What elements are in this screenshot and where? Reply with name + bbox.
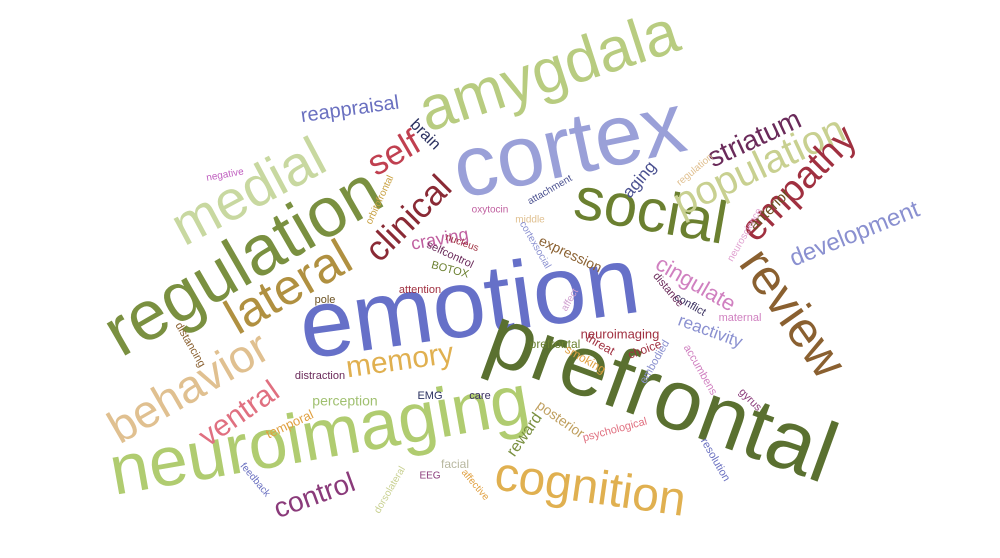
- word: pole: [315, 294, 336, 306]
- word: prefrontal: [530, 337, 581, 351]
- word: oxytocin: [472, 205, 509, 216]
- word: EMG: [417, 390, 442, 402]
- word: attention: [399, 284, 441, 296]
- word: development: [786, 196, 924, 273]
- word: distraction: [295, 370, 345, 382]
- word: affective: [459, 467, 492, 503]
- word: EEG: [419, 471, 440, 482]
- word: perception: [312, 393, 377, 409]
- word: neuroimaging: [581, 326, 660, 341]
- word: care: [469, 390, 490, 402]
- word: reappraisal: [299, 92, 400, 128]
- word: dorsolateral: [372, 465, 408, 516]
- word: cognition: [492, 448, 690, 527]
- word: facial: [441, 457, 469, 471]
- word: middle: [515, 215, 545, 226]
- word: maternal: [719, 312, 762, 324]
